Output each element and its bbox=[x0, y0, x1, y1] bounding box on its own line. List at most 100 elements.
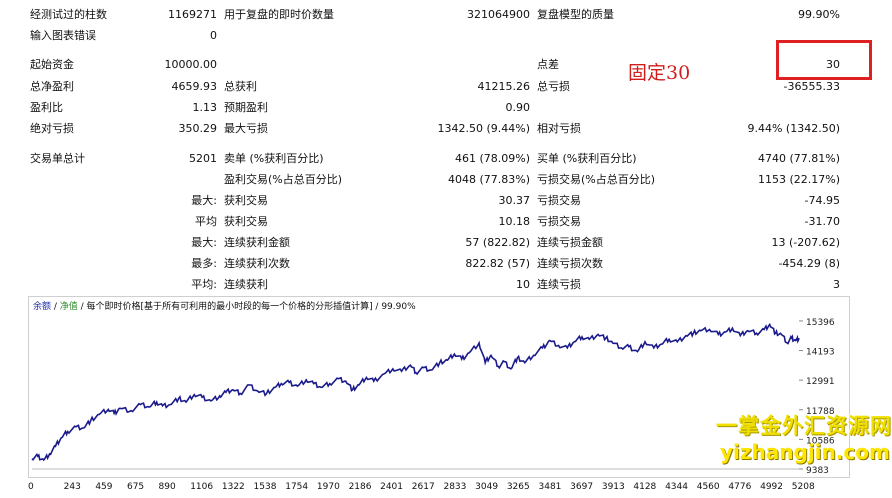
annotation-text: 固定30 bbox=[628, 62, 691, 84]
average-profit-value: 10.18 bbox=[498, 215, 531, 228]
x-tick-label: 459 bbox=[95, 482, 113, 492]
balance-series-line bbox=[31, 322, 800, 462]
chart-canvas: 15396 14193 12991 11788 10586 9383 bbox=[31, 318, 835, 476]
y-tick-label: 9383 bbox=[806, 466, 829, 476]
indent-prefix: 平均 bbox=[195, 215, 217, 228]
x-tick-label: 3697 bbox=[570, 482, 594, 492]
expected-payoff-label: 预期盈利 bbox=[224, 101, 268, 114]
gross-profit-label: 总获利 bbox=[224, 80, 257, 93]
x-tick-label: 4992 bbox=[760, 482, 783, 492]
loss-trades-value: 1153 (22.17%) bbox=[757, 173, 840, 186]
chart-errors-value: 0 bbox=[210, 29, 217, 42]
profit-factor-label: 盈利比 bbox=[30, 101, 63, 114]
balance-chart: 余额 / 净值 / 每个即时价格[基于所有可利用的最小时段的每一个价格的分形插值… bbox=[28, 296, 850, 478]
average-loss-label: 亏损交易 bbox=[537, 215, 581, 228]
max-consecutive-wins-value: 57 (822.82) bbox=[465, 236, 530, 249]
ticks-modelled-label: 用于复盘的即时价数量 bbox=[224, 8, 334, 21]
indent-prefix: 最大: bbox=[191, 236, 217, 249]
largest-profit-label: 获利交易 bbox=[224, 194, 268, 207]
x-tick-label: 675 bbox=[126, 482, 145, 492]
average-consecutive-wins-label: 连续获利 bbox=[224, 278, 268, 291]
caption-description: / 每个即时价格[基于所有可利用的最小时段的每一个价格的分形插值计算] / 99… bbox=[77, 302, 416, 312]
absolute-drawdown-value: 350.29 bbox=[178, 122, 218, 135]
x-tick-label: 0 bbox=[28, 482, 34, 492]
bars-tested-value: 1169271 bbox=[168, 8, 217, 21]
max-consecutive-losses-label: 连续亏损金额 bbox=[537, 236, 603, 249]
chart-errors-label: 输入图表错误 bbox=[30, 29, 96, 42]
initial-deposit-label: 起始资金 bbox=[30, 58, 74, 71]
x-tick-label: 2401 bbox=[380, 482, 404, 492]
caption-separator: / bbox=[51, 302, 60, 312]
max-consecutive-loss-value: -454.29 (8) bbox=[778, 257, 840, 270]
x-tick-label: 2186 bbox=[348, 482, 372, 492]
spread-value: 30 bbox=[826, 58, 840, 71]
ticks-modelled-value: 321064900 bbox=[467, 8, 530, 21]
modelling-quality-label: 复盘模型的质量 bbox=[537, 8, 614, 21]
x-tick-label: 5208 bbox=[791, 482, 815, 492]
short-positions-label: 卖单 (%获利百分比) bbox=[224, 152, 324, 165]
indent-prefix: 平均: bbox=[191, 278, 217, 291]
profit-factor-value: 1.13 bbox=[192, 101, 218, 114]
max-consecutive-loss-label: 连续亏损次数 bbox=[537, 257, 603, 270]
y-tick-label: 14193 bbox=[806, 348, 835, 358]
gross-loss-value: -36555.33 bbox=[783, 80, 840, 93]
x-tick-label: 3049 bbox=[475, 482, 499, 492]
watermark-title: 一掌金外汇资源网 bbox=[716, 414, 892, 438]
x-tick-label: 3265 bbox=[506, 482, 530, 492]
largest-loss-value: -74.95 bbox=[804, 194, 840, 207]
y-tick-label: 10586 bbox=[806, 436, 835, 446]
long-positions-label: 买单 (%获利百分比) bbox=[537, 152, 637, 165]
indent-prefix: 最大: bbox=[191, 194, 217, 207]
long-positions-value: 4740 (77.81%) bbox=[757, 152, 840, 165]
relative-drawdown-value: 9.44% (1342.50) bbox=[747, 122, 840, 135]
average-consecutive-losses-value: 3 bbox=[833, 278, 840, 291]
x-tick-label: 1538 bbox=[253, 482, 277, 492]
largest-profit-value: 30.37 bbox=[498, 194, 531, 207]
y-tick-label: 12991 bbox=[806, 377, 835, 387]
absolute-drawdown-label: 绝对亏损 bbox=[30, 122, 74, 135]
x-tick-label: 890 bbox=[158, 482, 176, 492]
x-tick-label: 243 bbox=[63, 482, 81, 492]
x-tick-label: 2617 bbox=[411, 482, 435, 492]
gross-profit-value: 41215.26 bbox=[477, 80, 531, 93]
x-tick-label: 2833 bbox=[443, 482, 467, 492]
max-consecutive-profit-value: 822.82 (57) bbox=[465, 257, 530, 270]
total-trades-value: 5201 bbox=[189, 152, 217, 165]
highlight-box bbox=[776, 40, 872, 80]
net-profit-value: 4659.93 bbox=[171, 80, 218, 93]
total-trades-label: 交易单总计 bbox=[30, 152, 85, 165]
max-consecutive-wins-label: 连续获利金额 bbox=[224, 236, 290, 249]
x-tick-label: 4560 bbox=[696, 482, 720, 492]
x-tick-label: 1106 bbox=[190, 482, 214, 492]
short-positions-value: 461 (78.09%) bbox=[454, 152, 530, 165]
largest-loss-label: 亏损交易 bbox=[537, 194, 581, 207]
y-tick-label: 11788 bbox=[806, 407, 835, 417]
caption-equity: 净值 bbox=[59, 302, 78, 312]
max-consecutive-profit-label: 连续获利次数 bbox=[224, 257, 290, 270]
loss-trades-label: 亏损交易(%占总百分比) bbox=[537, 173, 656, 186]
x-tick-label: 3913 bbox=[601, 482, 625, 492]
initial-deposit-value: 10000.00 bbox=[164, 58, 218, 71]
profit-trades-value: 4048 (77.83%) bbox=[447, 173, 530, 186]
average-consecutive-losses-label: 连续亏损 bbox=[537, 278, 581, 291]
x-tick-label: 1970 bbox=[316, 482, 340, 492]
maximal-drawdown-label: 最大亏损 bbox=[224, 122, 268, 135]
expected-payoff-value: 0.90 bbox=[505, 101, 531, 114]
x-tick-label: 4776 bbox=[728, 482, 752, 492]
watermark-url: yizhangjin.com bbox=[720, 440, 890, 464]
net-profit-label: 总净盈利 bbox=[30, 80, 74, 93]
chart-caption: 余额 / 净值 / 每个即时价格[基于所有可利用的最小时段的每一个价格的分形插值… bbox=[33, 301, 416, 314]
average-profit-label: 获利交易 bbox=[224, 215, 268, 228]
caption-balance: 余额 bbox=[33, 302, 52, 312]
modelling-quality-value: 99.90% bbox=[798, 8, 840, 21]
indent-prefix: 最多: bbox=[191, 257, 217, 270]
profit-trades-label: 盈利交易(%占总百分比) bbox=[224, 173, 343, 186]
y-tick-label: 15396 bbox=[806, 318, 835, 328]
average-loss-value: -31.70 bbox=[804, 215, 840, 228]
relative-drawdown-label: 相对亏损 bbox=[537, 122, 581, 135]
x-tick-label: 4344 bbox=[665, 482, 688, 492]
spread-label: 点差 bbox=[537, 58, 559, 71]
gross-loss-label: 总亏损 bbox=[537, 80, 570, 93]
x-tick-label: 4128 bbox=[633, 482, 657, 492]
maximal-drawdown-value: 1342.50 (9.44%) bbox=[437, 122, 530, 135]
